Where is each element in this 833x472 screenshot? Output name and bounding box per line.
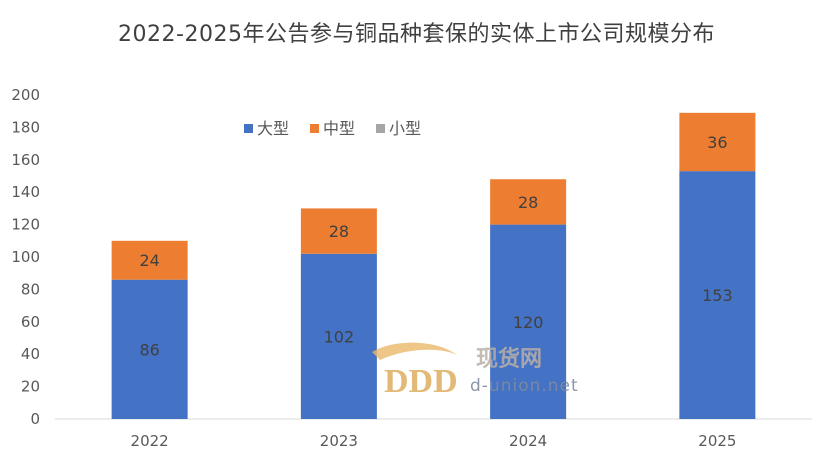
watermark-ddd: DDD <box>384 363 458 400</box>
y-tick-label: 20 <box>21 378 40 396</box>
legend-label: 小型 <box>389 119 421 138</box>
bar-2023-0 <box>300 253 377 419</box>
chart-title: 2022-2025年公告参与铜品种套保的实体上市公司规模分布 <box>118 22 715 47</box>
watermark-url: d-union.net <box>470 376 579 396</box>
data-label: 28 <box>329 222 349 241</box>
legend-label: 中型 <box>323 119 355 138</box>
x-tick-label: 2022 <box>131 432 169 450</box>
watermark-logo: DDD 现货网 d-union.net <box>372 342 579 400</box>
data-label: 153 <box>702 286 733 305</box>
y-tick-label: 180 <box>11 118 40 136</box>
watermark-swoosh <box>372 342 458 360</box>
data-label: 24 <box>139 251 159 270</box>
bar-2025-1 <box>679 112 756 172</box>
legend: 大型 中型 小型 <box>244 119 421 138</box>
y-tick-label: 160 <box>11 151 40 169</box>
y-tick-label: 140 <box>11 183 40 201</box>
data-label: 28 <box>518 193 538 212</box>
data-label: 86 <box>139 340 159 359</box>
watermark-text: 现货网 <box>476 346 542 372</box>
bars: 86 24 102 28 120 28 153 36 <box>111 112 756 419</box>
legend-swatch <box>376 124 385 133</box>
x-axis: 2022 2023 2024 2025 <box>131 432 737 450</box>
y-tick-label: 120 <box>11 216 40 234</box>
y-tick-label: 0 <box>30 410 40 428</box>
bar-2024-0 <box>490 224 567 419</box>
bar-2022-1 <box>111 240 188 280</box>
legend-swatch <box>244 124 253 133</box>
legend-swatch <box>310 124 319 133</box>
x-tick-label: 2025 <box>698 432 736 450</box>
x-tick-label: 2023 <box>320 432 358 450</box>
data-label: 36 <box>707 133 727 152</box>
y-tick-label: 60 <box>21 313 40 331</box>
y-tick-label: 80 <box>21 280 40 298</box>
bar-2022-0 <box>111 279 188 419</box>
x-tick-label: 2024 <box>509 432 547 450</box>
bar-2024-1 <box>490 179 567 225</box>
y-axis: 0 20 40 60 80 100 120 140 160 180 200 <box>11 86 40 428</box>
y-tick-label: 200 <box>11 86 40 104</box>
y-tick-label: 100 <box>11 248 40 266</box>
bar-2025-0 <box>679 171 756 419</box>
data-label: 120 <box>513 313 544 332</box>
data-label: 102 <box>324 327 355 346</box>
bar-2023-1 <box>300 208 377 254</box>
y-tick-label: 40 <box>21 345 40 363</box>
legend-label: 大型 <box>257 119 289 138</box>
